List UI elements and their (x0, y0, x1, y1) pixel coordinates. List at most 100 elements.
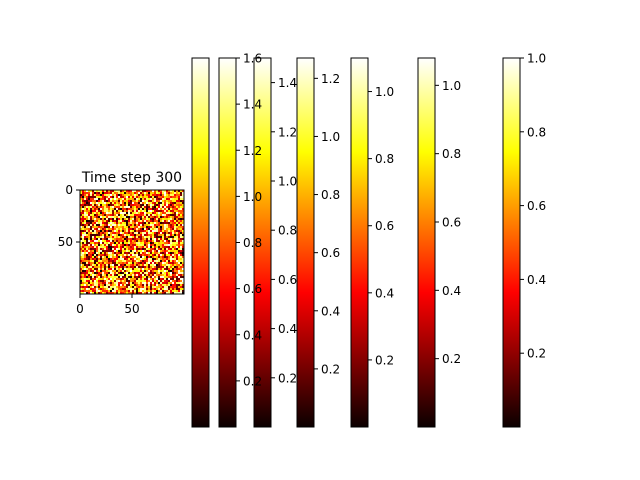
heatmap-cell (164, 254, 167, 257)
heatmap-cell (124, 232, 127, 235)
heatmap-cell (100, 288, 103, 291)
heatmap-cell (176, 292, 179, 295)
heatmap-cell (132, 288, 135, 291)
heatmap-cell (134, 222, 137, 225)
heatmap-cell (176, 284, 179, 287)
heatmap-cell (130, 276, 133, 279)
heatmap-cell (118, 208, 121, 211)
heatmap-cell (142, 264, 145, 267)
heatmap-cell (170, 216, 173, 219)
heatmap-cell (82, 216, 85, 219)
heatmap-cell (132, 256, 135, 259)
heatmap-cell (114, 262, 117, 265)
heatmap-cell (86, 274, 89, 277)
heatmap-cell (110, 226, 113, 229)
heatmap-cell (178, 218, 181, 221)
heatmap-cell (122, 268, 125, 271)
colorbar-frame (502, 57, 521, 428)
heatmap-cell (126, 216, 129, 219)
heatmap-cell (172, 258, 175, 261)
heatmap-cell (130, 272, 133, 275)
heatmap-cell (132, 220, 135, 223)
heatmap-cell (114, 196, 117, 199)
heatmap-cell (152, 220, 155, 223)
heatmap-cell (100, 208, 103, 211)
heatmap-cell (158, 240, 161, 243)
heatmap-cell (84, 260, 87, 263)
heatmap-cell (110, 248, 113, 251)
heatmap-cell (120, 208, 123, 211)
heatmap-cell (84, 246, 87, 249)
heatmap-cell (118, 284, 121, 287)
heatmap-cell (154, 268, 157, 271)
heatmap-cell (84, 220, 87, 223)
colorbar-tick-label: 0.6 (375, 219, 394, 233)
heatmap-cell (100, 244, 103, 247)
heatmap-cell (108, 196, 111, 199)
heatmap-cell (170, 202, 173, 205)
heatmap-cell (132, 262, 135, 265)
heatmap-cell (124, 262, 127, 265)
heatmap-cell (136, 200, 139, 203)
heatmap-cell (114, 206, 117, 209)
heatmap-cell (134, 262, 137, 265)
heatmap-cell (182, 210, 185, 213)
heatmap-cell (166, 278, 169, 281)
heatmap-cell (120, 292, 123, 295)
heatmap-cell (82, 224, 85, 227)
heatmap-cell (118, 246, 121, 249)
heatmap-cell (134, 246, 137, 249)
heatmap-cell (96, 240, 99, 243)
heatmap-cell (146, 260, 149, 263)
heatmap-cell (104, 210, 107, 213)
heatmap-cell (138, 270, 141, 273)
heatmap-cell (110, 224, 113, 227)
heatmap-cell (132, 236, 135, 239)
heatmap-cell (110, 214, 113, 217)
heatmap-cell (138, 252, 141, 255)
heatmap-cell (110, 292, 113, 295)
heatmap-cell (156, 222, 159, 225)
heatmap-cell (120, 198, 123, 201)
heatmap-cell (102, 198, 105, 201)
heatmap-cell (136, 236, 139, 239)
heatmap-cell (142, 210, 145, 213)
heatmap-cell (156, 236, 159, 239)
heatmap-cell (82, 260, 85, 263)
heatmap-cell (138, 280, 141, 283)
heatmap-cell (180, 272, 183, 275)
heatmap-cell (130, 222, 133, 225)
heatmap-cell (90, 262, 93, 265)
heatmap-cell (144, 208, 147, 211)
colorbars: 0.20.40.60.81.01.21.41.60.20.40.60.81.01… (191, 52, 546, 428)
heatmap-cell (130, 240, 133, 243)
colorbar-6 (417, 57, 436, 428)
colorbar-5 (350, 57, 369, 428)
heatmap-cell (102, 284, 105, 287)
heatmap-cell (92, 276, 95, 279)
heatmap-cell (180, 220, 183, 223)
heatmap-cell (106, 202, 109, 205)
heatmap-cell (102, 276, 105, 279)
heatmap-cell (90, 266, 93, 269)
heatmap-cell (148, 252, 151, 255)
heatmap-cell (130, 288, 133, 291)
heatmap-cell (114, 264, 117, 267)
heatmap-cell (140, 244, 143, 247)
heatmap-cell (104, 236, 107, 239)
heatmap-cell (178, 248, 181, 251)
heatmap-cell (176, 198, 179, 201)
heatmap-cell (166, 200, 169, 203)
heatmap-cell (98, 232, 101, 235)
heatmap-cell (88, 248, 91, 251)
heatmap-cell (88, 204, 91, 207)
heatmap-cell (162, 218, 165, 221)
heatmap-cell (164, 246, 167, 249)
heatmap-cell (82, 230, 85, 233)
heatmap-cell (154, 272, 157, 275)
heatmap-cell (134, 220, 137, 223)
heatmap-cell (108, 250, 111, 253)
heatmap-cell (120, 210, 123, 213)
heatmap-cell (80, 258, 83, 261)
heatmap-cell (80, 286, 83, 289)
